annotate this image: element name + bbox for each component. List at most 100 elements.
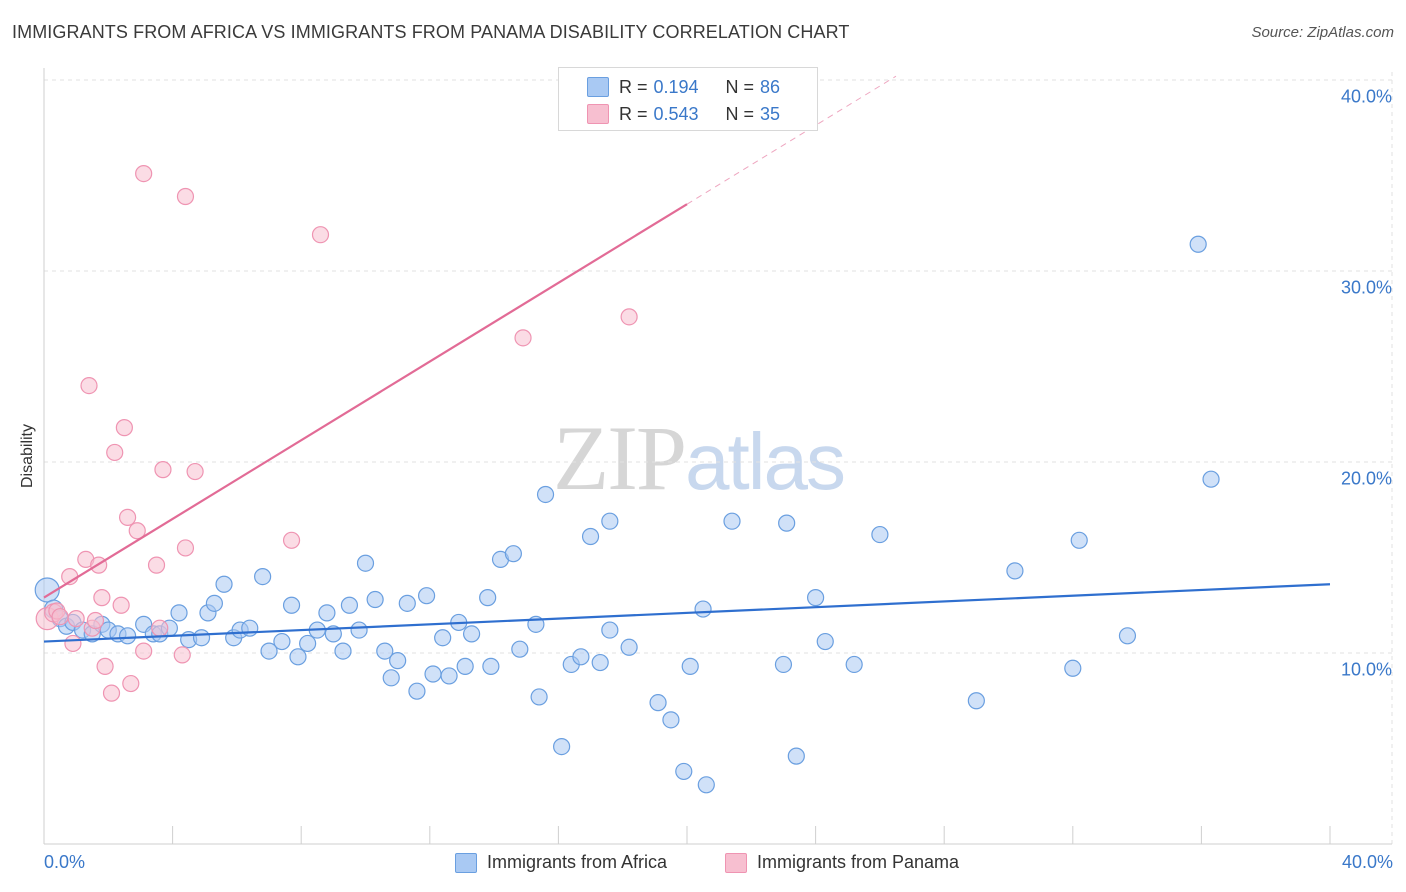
africa-point-24: [254, 567, 272, 586]
legend-swatch-panama: [587, 104, 609, 124]
y-tick-label-10: 10.0%: [1340, 659, 1392, 680]
africa-point-68: [675, 762, 693, 781]
panama-point-24: [151, 619, 169, 637]
africa-point-63: [601, 512, 619, 530]
africa-point-70: [694, 600, 712, 618]
y-tick-label-20: 20.0%: [1340, 468, 1392, 489]
africa-point-34: [340, 596, 359, 614]
bottom-legend-panama: Immigrants from Panama: [725, 852, 959, 873]
panama-point-21: [135, 642, 153, 660]
africa-point-56: [530, 688, 548, 706]
africa-point-20: [215, 575, 233, 593]
africa-point-60: [572, 648, 590, 666]
africa-point-15: [170, 604, 188, 622]
x-tick-label-min: 0.0%: [44, 852, 86, 872]
africa-point-83: [1070, 531, 1088, 549]
bottom-legend-label-africa: Immigrants from Africa: [487, 852, 668, 872]
africa-point-77: [816, 632, 834, 651]
africa-point-65: [620, 638, 638, 656]
africa-point-38: [376, 642, 394, 660]
legend-n-value: 35: [760, 103, 781, 124]
legend-r-value: 0.543: [653, 103, 699, 124]
africa-point-43: [417, 587, 436, 605]
africa-point-42: [408, 682, 426, 700]
africa-point-69: [681, 657, 699, 675]
africa-point-81: [1006, 562, 1024, 580]
bottom-legend-swatch-panama: [725, 852, 747, 873]
africa-point-85: [1189, 235, 1207, 253]
panama-trend-line-extension: [686, 75, 897, 205]
panama-point-13: [96, 657, 114, 675]
africa-point-74: [787, 747, 805, 765]
africa-point-49: [462, 625, 481, 643]
africa-point-31: [318, 604, 336, 622]
africa-point-10: [118, 627, 137, 645]
panama-point-33: [620, 308, 638, 326]
africa-point-79: [871, 525, 889, 544]
africa-point-25: [260, 642, 278, 660]
bottom-legend-label-panama: Immigrants from Panama: [757, 852, 960, 872]
africa-trend-line: [43, 583, 1331, 643]
africa-point-40: [389, 652, 407, 670]
africa-point-53: [504, 545, 522, 563]
legend-n-value: 86: [760, 76, 781, 97]
legend-swatch-africa: [587, 77, 609, 97]
legend-r-label: R =: [619, 76, 648, 97]
panama-point-6: [67, 610, 85, 628]
panama-point-26: [173, 646, 191, 664]
africa-point-64: [601, 621, 619, 639]
africa-point-29: [299, 634, 317, 653]
bottom-legend-swatch-africa: [455, 852, 477, 873]
africa-point-23: [241, 619, 259, 637]
africa-point-72: [723, 512, 741, 530]
africa-point-28: [289, 648, 307, 666]
bottom-legend-africa: Immigrants from Africa: [455, 852, 667, 873]
panama-point-19: [122, 674, 140, 693]
africa-point-86: [1202, 470, 1220, 488]
africa-point-75: [774, 655, 793, 674]
africa-point-36: [356, 554, 375, 572]
africa-point-37: [366, 590, 384, 609]
y-axis-label: Disability: [19, 423, 36, 489]
africa-point-61: [581, 527, 600, 546]
africa-point-80: [967, 692, 985, 710]
africa-point-48: [456, 657, 474, 675]
panama-point-22: [135, 164, 153, 183]
panama-point-17: [115, 419, 133, 437]
panama-point-5: [64, 634, 82, 653]
panama-point-3: [51, 608, 69, 626]
panama-point-20: [128, 522, 146, 540]
africa-point-27: [282, 596, 301, 614]
africa-point-58: [553, 737, 571, 756]
panama-trend-line: [43, 203, 688, 599]
panama-point-15: [106, 443, 124, 462]
legend-n-label: N =: [725, 76, 755, 97]
watermark-zip: ZIP: [553, 407, 687, 509]
legend-row-panama: R = 0.543 N = 35: [587, 103, 781, 125]
africa-point-26: [273, 632, 291, 651]
africa-point-67: [662, 711, 680, 729]
panama-point-25: [154, 461, 172, 479]
africa-point-57: [536, 485, 555, 504]
legend-n-label: N =: [725, 103, 755, 124]
panama-point-14: [102, 684, 121, 702]
panama-point-27: [176, 539, 195, 557]
legend-row-africa: R = 0.194 N = 86: [587, 76, 781, 98]
panama-point-30: [282, 531, 301, 549]
africa-point-78: [845, 655, 863, 674]
africa-point-54: [511, 640, 529, 658]
africa-point-46: [440, 667, 458, 685]
africa-point-76: [806, 589, 825, 607]
chart-source: Source: ZipAtlas.com: [1251, 24, 1394, 41]
africa-point-35: [350, 621, 368, 639]
watermark: ZIPatlas: [553, 405, 846, 511]
panama-point-18: [118, 508, 137, 526]
africa-point-33: [334, 642, 352, 660]
panama-point-10: [86, 611, 105, 630]
africa-point-71: [697, 776, 715, 794]
panama-point-28: [176, 187, 195, 206]
africa-point-84: [1118, 627, 1137, 645]
africa-point-45: [434, 629, 452, 647]
panama-point-32: [514, 329, 532, 347]
